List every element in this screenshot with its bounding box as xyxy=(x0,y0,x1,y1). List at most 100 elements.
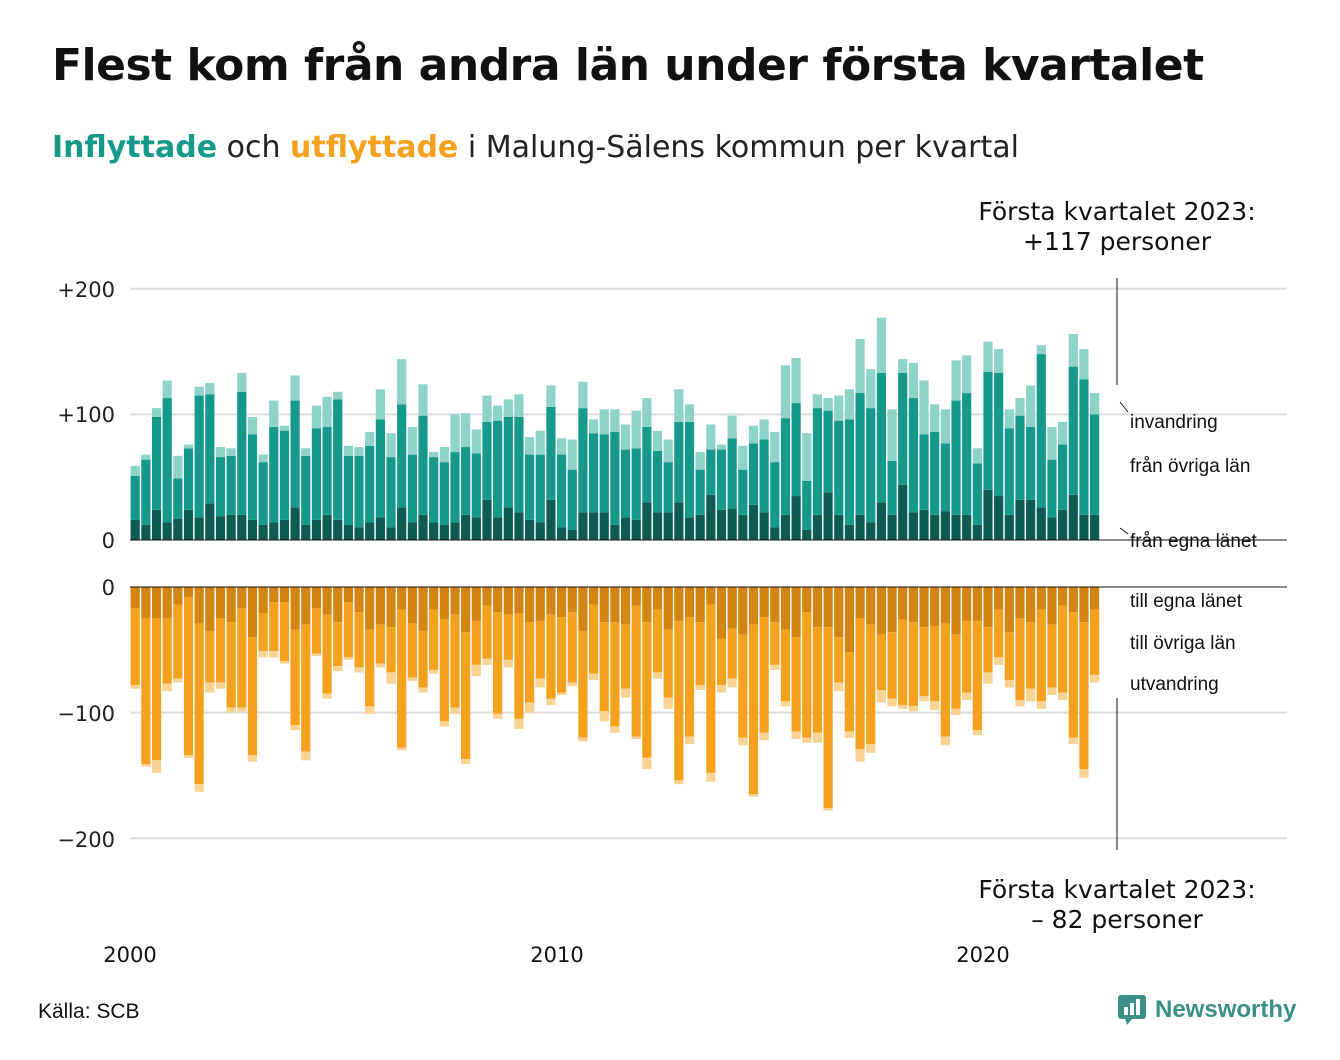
annotation-bottom-line1: Första kvartalet 2023: xyxy=(978,875,1255,904)
bar-in-immigration xyxy=(546,385,556,407)
bar-in-other xyxy=(269,426,279,523)
bar-in-own xyxy=(311,519,322,540)
bar-in-other xyxy=(322,426,332,515)
bar-out-own xyxy=(898,587,908,620)
bar-out-other xyxy=(588,604,599,674)
bar-in-other xyxy=(290,400,300,508)
bar-out-emigration xyxy=(823,808,833,811)
bar-in-other xyxy=(898,372,908,485)
bar-in-immigration xyxy=(503,399,513,417)
bar-out-own xyxy=(450,587,460,615)
xtick-2000: 2000 xyxy=(103,943,156,967)
bar-in-other xyxy=(962,393,972,515)
subtitle-inflow-word: Inflyttade xyxy=(52,130,218,165)
bar-out-other xyxy=(1079,622,1089,770)
bar-in-immigration xyxy=(962,355,972,394)
bar-out-emigration xyxy=(684,736,695,744)
bar-in-immigration xyxy=(588,419,599,434)
bar-in-own xyxy=(1058,509,1068,540)
bar-out-own xyxy=(642,587,652,623)
bar-in-other xyxy=(876,372,886,503)
bar-out-emigration xyxy=(1079,769,1089,778)
label-invandring: invandring xyxy=(1130,412,1218,433)
ytick-bottom-100: −100 xyxy=(57,702,115,726)
bar-in-own xyxy=(908,512,918,540)
bar-in-other xyxy=(173,478,183,519)
bar-out-own xyxy=(162,587,172,619)
bar-out-emigration xyxy=(930,701,940,711)
bar-in-own xyxy=(471,517,481,540)
bar-out-emigration xyxy=(887,698,897,707)
bar-out-other xyxy=(1058,605,1068,693)
bar-in-other xyxy=(706,449,716,495)
bar-out-emigration xyxy=(386,672,396,684)
bar-in-own xyxy=(1015,499,1025,540)
bar-out-own xyxy=(215,587,226,619)
bar-in-own xyxy=(333,519,343,540)
bar-in-own xyxy=(354,527,364,540)
bar-in-own xyxy=(759,512,769,540)
bar-out-other xyxy=(322,614,332,694)
bar-in-immigration xyxy=(386,433,396,458)
bar-in-other xyxy=(258,462,268,525)
bar-in-other xyxy=(567,469,577,530)
bar-out-own xyxy=(1026,587,1036,623)
bar-out-other xyxy=(823,627,833,809)
bar-in-own xyxy=(205,503,215,540)
bar-in-own xyxy=(418,514,428,540)
bar-out-emigration xyxy=(194,784,204,792)
bar-in-own xyxy=(791,496,801,540)
bar-in-immigration xyxy=(1004,409,1014,429)
bar-out-other xyxy=(375,624,385,664)
bars xyxy=(130,317,1100,811)
bar-in-immigration xyxy=(375,389,385,420)
bar-in-own xyxy=(866,522,876,540)
bar-out-other xyxy=(780,629,791,702)
bar-in-immigration xyxy=(642,398,652,427)
bar-out-other xyxy=(311,608,322,654)
bar-in-own xyxy=(290,507,300,540)
bar-in-other xyxy=(748,443,759,505)
bar-in-other xyxy=(311,428,322,520)
bar-out-other xyxy=(258,613,268,652)
bar-out-emigration xyxy=(247,755,258,762)
bar-in-immigration xyxy=(1079,349,1089,380)
bar-out-other xyxy=(290,629,300,726)
xtick-2020: 2020 xyxy=(956,943,1009,967)
bar-in-other xyxy=(1058,444,1068,510)
bar-in-own xyxy=(631,519,641,540)
bar-in-immigration xyxy=(919,380,929,435)
bar-out-own xyxy=(855,587,865,619)
bar-in-immigration xyxy=(471,429,481,454)
bar-out-other xyxy=(738,634,748,738)
bar-in-other xyxy=(525,454,535,520)
chart-title: Flest kom från andra län under första kv… xyxy=(52,40,1204,91)
bar-out-own xyxy=(482,587,492,606)
bar-in-own xyxy=(962,514,972,540)
bar-in-immigration xyxy=(557,438,567,455)
bar-out-own xyxy=(151,587,162,619)
bar-in-other xyxy=(823,410,833,493)
bar-out-other xyxy=(834,637,844,683)
chart-subtitle: Inflyttade och utflyttade i Malung-Sälen… xyxy=(52,130,1019,165)
bar-out-own xyxy=(1068,587,1078,613)
bar-out-emigration xyxy=(407,677,417,682)
bar-in-other xyxy=(151,416,162,510)
bar-out-emigration xyxy=(333,666,343,672)
bar-in-own xyxy=(599,512,609,540)
bar-out-own xyxy=(567,587,577,613)
bar-out-emigration xyxy=(898,705,908,709)
bar-out-emigration xyxy=(962,692,972,701)
bar-in-other xyxy=(994,372,1004,497)
bar-in-other xyxy=(130,475,140,520)
bar-in-immigration xyxy=(834,395,844,421)
bar-in-own xyxy=(301,524,311,540)
bar-in-own xyxy=(706,494,716,540)
bar-out-other xyxy=(1026,622,1036,689)
bar-in-own xyxy=(919,509,929,540)
bar-out-other xyxy=(578,630,588,738)
bar-in-immigration xyxy=(1068,334,1078,367)
bar-in-immigration xyxy=(301,448,311,456)
bar-in-own xyxy=(429,522,439,540)
